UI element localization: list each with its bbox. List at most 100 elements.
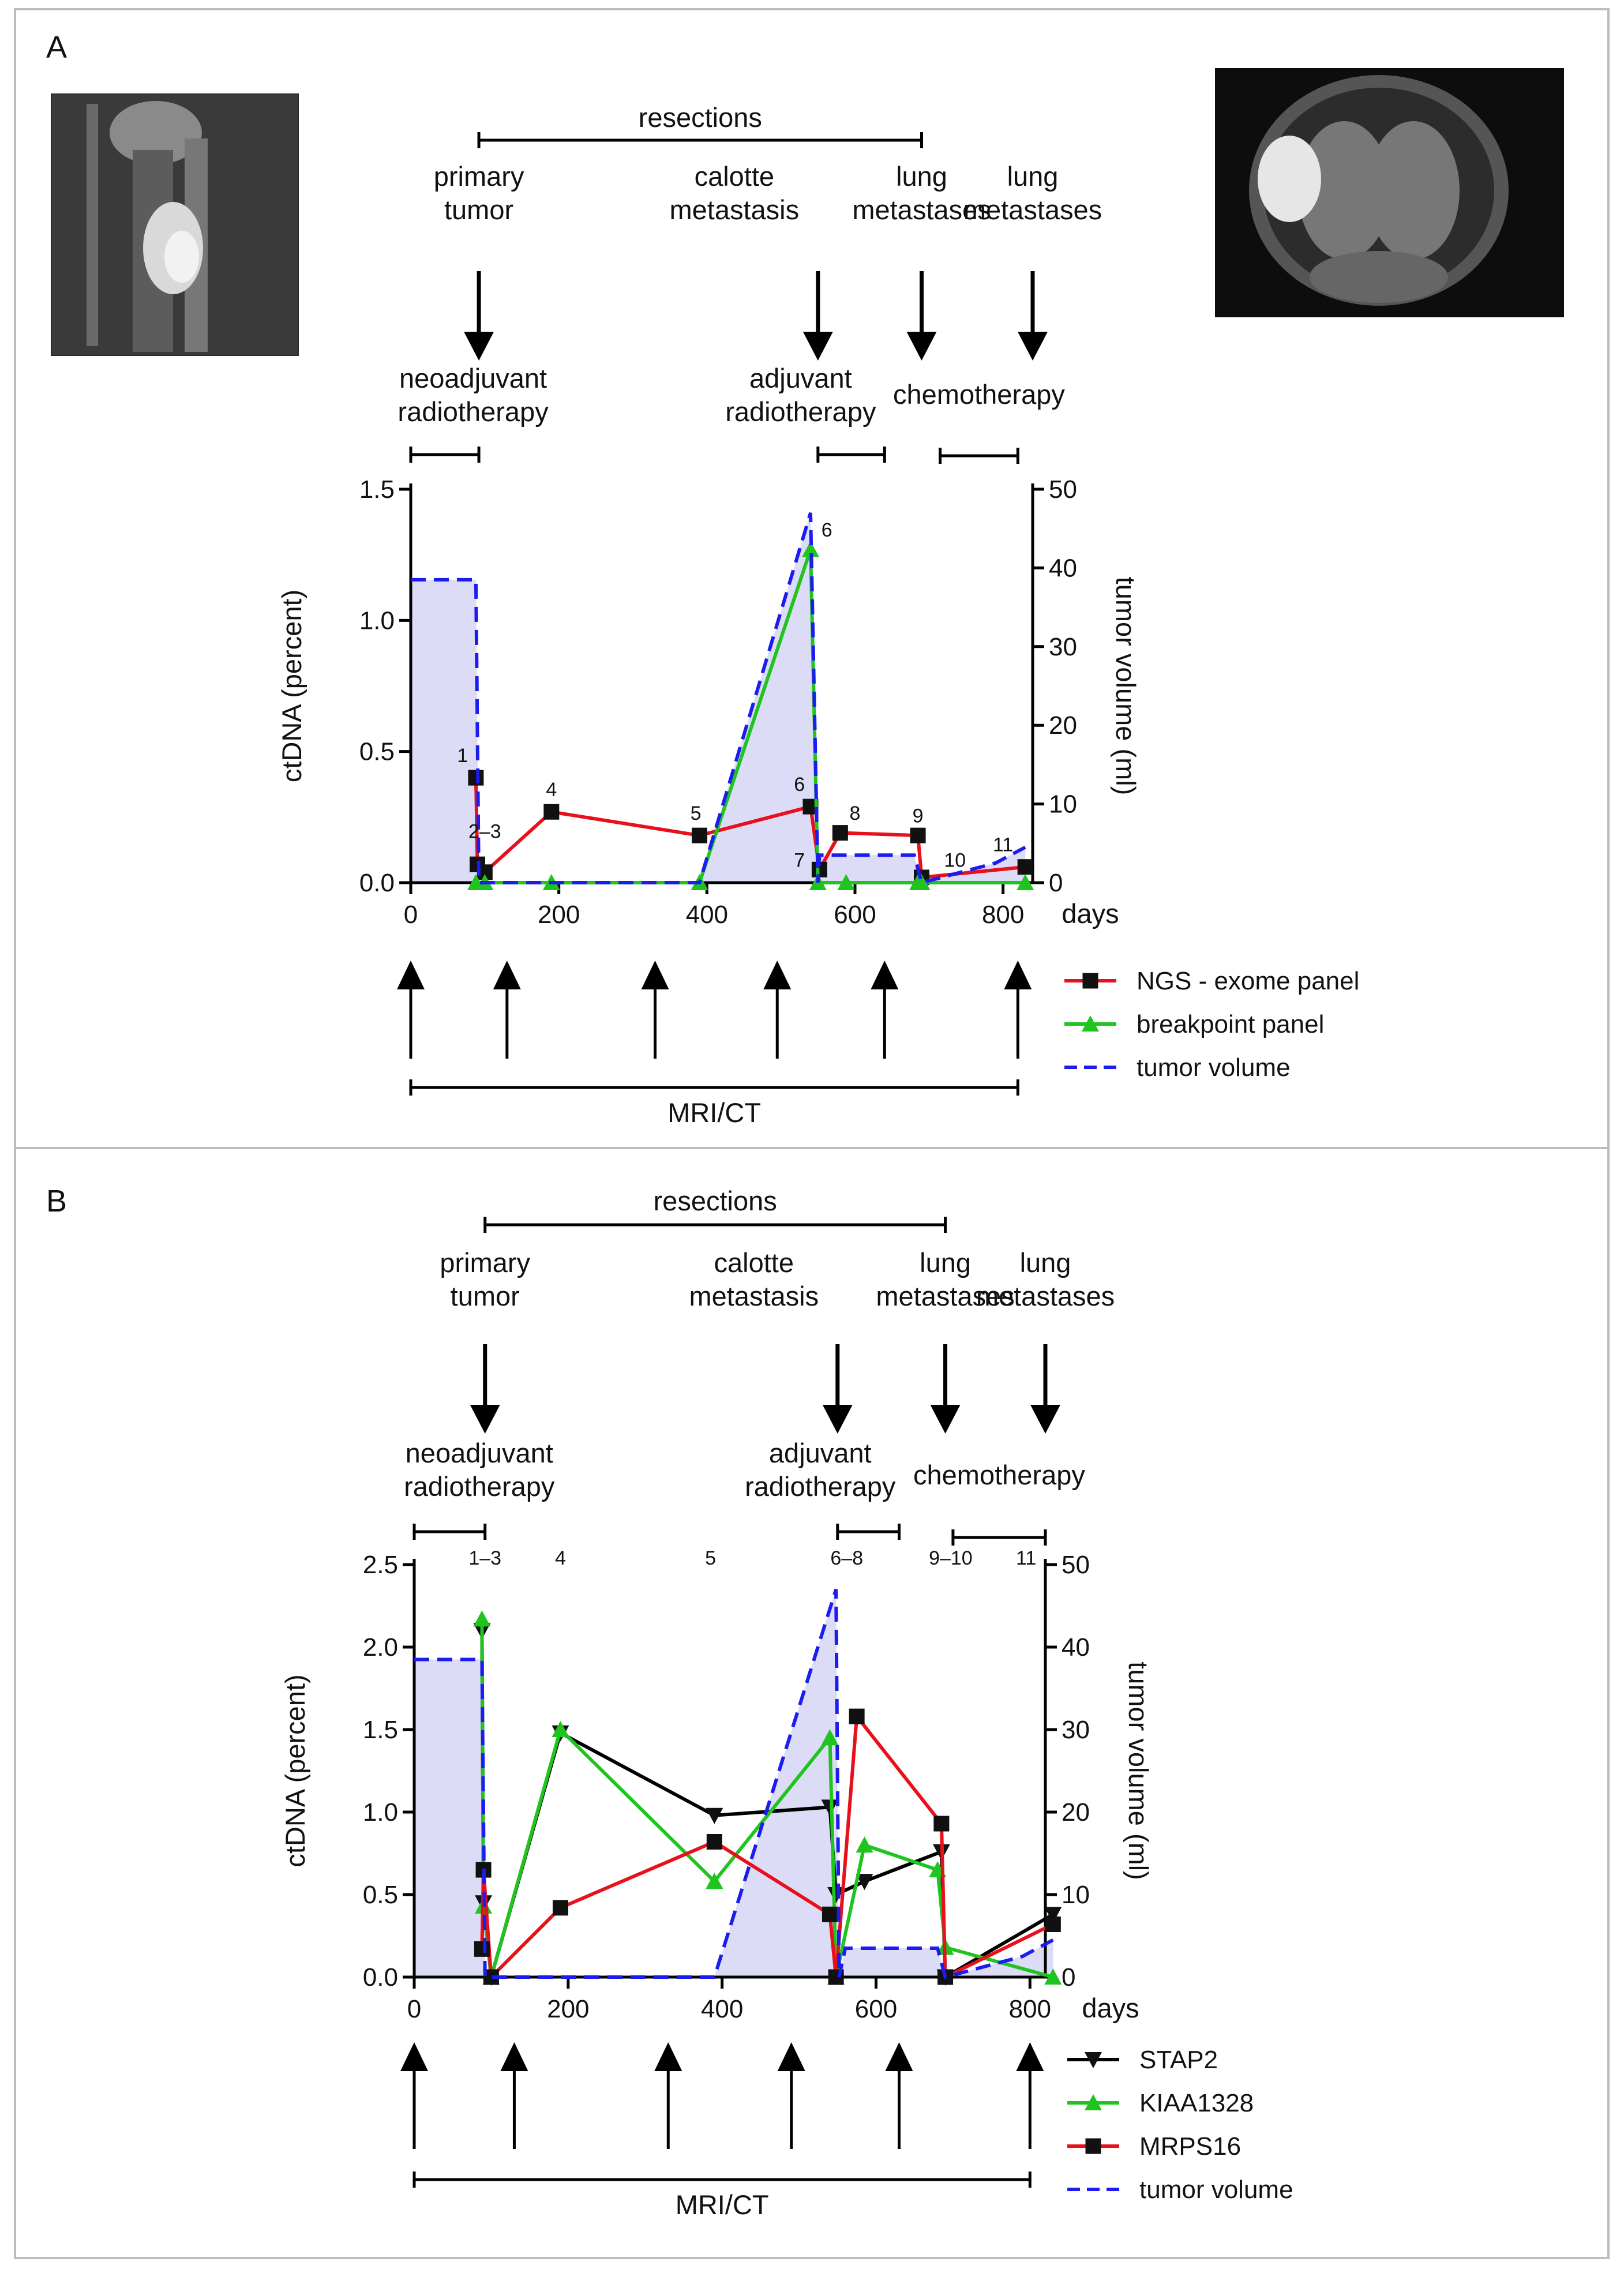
mri-ct-arrow-head — [654, 2042, 682, 2071]
resection-arrow-head — [1030, 1405, 1060, 1434]
x-axis-title: days — [1062, 898, 1119, 929]
legend-marker — [1085, 2052, 1102, 2068]
mri-ct-label: MRI/CT — [676, 2189, 769, 2220]
y-tick-label-left: 1.5 — [363, 1716, 398, 1744]
lung-metastases-late-label-line2: metastases — [963, 194, 1102, 225]
sample-label: 9–10 — [929, 1547, 973, 1569]
y-tick-label-left: 2.5 — [363, 1551, 398, 1579]
sample-label: 6 — [794, 774, 805, 796]
resections-label: resections — [639, 102, 762, 133]
lung-metastases-label-line2: metastases — [852, 194, 991, 225]
mri-ct-arrow-head — [885, 2042, 913, 2071]
adjuvant-label-line2: radiotherapy — [725, 396, 876, 427]
calotte-metastasis-label-line1: calotte — [714, 1247, 794, 1278]
y-tick-label-left: 1.5 — [359, 475, 395, 504]
data-point-stap2 — [821, 1799, 839, 1816]
mri-ct-arrow-head — [641, 961, 669, 989]
calotte-metastasis-label-line2: metastasis — [689, 1281, 819, 1311]
data-point-breakpoint-panel — [802, 541, 819, 557]
mri-ct-arrow-head — [763, 961, 792, 989]
legend-label: breakpoint panel — [1137, 1010, 1324, 1038]
panel-b-label: B — [46, 1184, 67, 1218]
legend-label: MRPS16 — [1139, 2132, 1241, 2161]
data-point-mrps16 — [849, 1708, 865, 1724]
y-tick-label-right: 0 — [1049, 869, 1063, 897]
resection-arrow-head — [906, 332, 937, 361]
legend-label: tumor volume — [1137, 1053, 1291, 1082]
data-point-breakpoint-panel — [913, 874, 931, 890]
y-tick-label-right: 10 — [1062, 1881, 1090, 1909]
adjuvant-label-line1: adjuvant — [769, 1438, 872, 1468]
resection-arrow-head — [1018, 332, 1048, 361]
y-axis-title-right: tumor volume (ml) — [1123, 1662, 1154, 1880]
x-tick-label: 0 — [404, 901, 418, 929]
y-tick-label-left: 0.0 — [363, 1963, 398, 1992]
x-tick-label: 0 — [407, 1995, 421, 2023]
data-point-stap2 — [1044, 1907, 1062, 1923]
sample-label: 5 — [705, 1547, 716, 1569]
mri-ct-arrow-head — [871, 961, 899, 989]
mri-ct-label: MRI/CT — [667, 1097, 761, 1128]
legend-label: KIAA1328 — [1139, 2089, 1254, 2117]
y-tick-label-right: 0 — [1062, 1963, 1075, 1992]
sample-label: 6 — [822, 519, 832, 541]
resections-label: resections — [654, 1186, 777, 1216]
y-tick-label-left: 0.5 — [363, 1881, 398, 1909]
y-tick-label-right: 40 — [1049, 554, 1077, 582]
sample-label: 10 — [944, 850, 966, 872]
data-point-kiaa1328 — [856, 1836, 873, 1853]
sample-label: 9 — [913, 805, 924, 827]
primary-tumor-label-line2: tumor — [444, 194, 513, 225]
data-point-kiaa1328 — [706, 1873, 723, 1889]
primary-tumor-label-line1: primary — [434, 161, 524, 192]
tumor-volume-area — [411, 512, 1026, 883]
y-axis-title-left: ctDNA (percent) — [280, 1674, 310, 1867]
data-point-mrps16 — [1045, 1916, 1061, 1932]
neoadjuvant-label-line1: neoadjuvant — [406, 1438, 553, 1468]
mri-ct-arrow-head — [500, 2042, 528, 2071]
y-tick-label-right: 20 — [1049, 711, 1077, 740]
tumor-volume-area — [414, 1589, 1053, 1977]
y-tick-label-right: 10 — [1049, 790, 1077, 819]
data-point-ngs-exome-panel — [1017, 859, 1033, 875]
series-line-tumor-volume — [414, 1589, 1054, 1979]
resection-arrow-head — [930, 1405, 961, 1434]
sample-label: 11 — [993, 834, 1013, 856]
neoadjuvant-label-line2: radiotherapy — [397, 396, 549, 427]
mri-ct-arrow-head — [493, 961, 521, 989]
resection-arrow-head — [470, 1405, 500, 1434]
y-axis-title-right: tumor volume (ml) — [1111, 577, 1141, 796]
mri-ct-arrow-head — [1004, 961, 1032, 989]
data-point-breakpoint-panel — [837, 874, 855, 890]
y-tick-label-right: 30 — [1062, 1716, 1090, 1744]
lung-metastases-label-line1: lung — [896, 161, 947, 192]
neoadjuvant-label-line1: neoadjuvant — [399, 363, 547, 393]
data-point-mrps16 — [822, 1906, 838, 1922]
x-axis-title: days — [1082, 1993, 1139, 2023]
legend-label: tumor volume — [1139, 2176, 1293, 2204]
neoadjuvant-label-line2: radiotherapy — [404, 1471, 555, 1502]
x-tick-label: 200 — [538, 901, 580, 929]
data-point-stap2 — [827, 1887, 845, 1903]
mri-ct-arrow-head — [400, 2042, 428, 2071]
lung-metastases-late-label-line1: lung — [1020, 1247, 1071, 1278]
calotte-metastasis-label-line1: calotte — [695, 161, 774, 192]
x-tick-label: 800 — [1009, 1995, 1051, 2023]
data-point-mrps16 — [552, 1900, 568, 1916]
series-line-tumor-volume — [411, 512, 1026, 885]
sample-label: 7 — [794, 850, 805, 872]
data-point-ngs-exome-panel — [910, 827, 926, 843]
chemotherapy-label: chemotherapy — [893, 379, 1065, 410]
y-tick-label-left: 1.0 — [359, 606, 395, 635]
data-point-stap2 — [706, 1807, 723, 1824]
lung-metastases-late-label-line1: lung — [1007, 161, 1059, 192]
legend-label: STAP2 — [1139, 2046, 1218, 2074]
data-point-ngs-exome-panel — [543, 804, 560, 820]
panel-a-label: A — [46, 30, 67, 65]
primary-tumor-label-line1: primary — [440, 1247, 530, 1278]
y-tick-label-left: 0.5 — [359, 738, 395, 766]
data-point-stap2 — [856, 1874, 873, 1891]
lung-metastases-label-line1: lung — [920, 1247, 971, 1278]
